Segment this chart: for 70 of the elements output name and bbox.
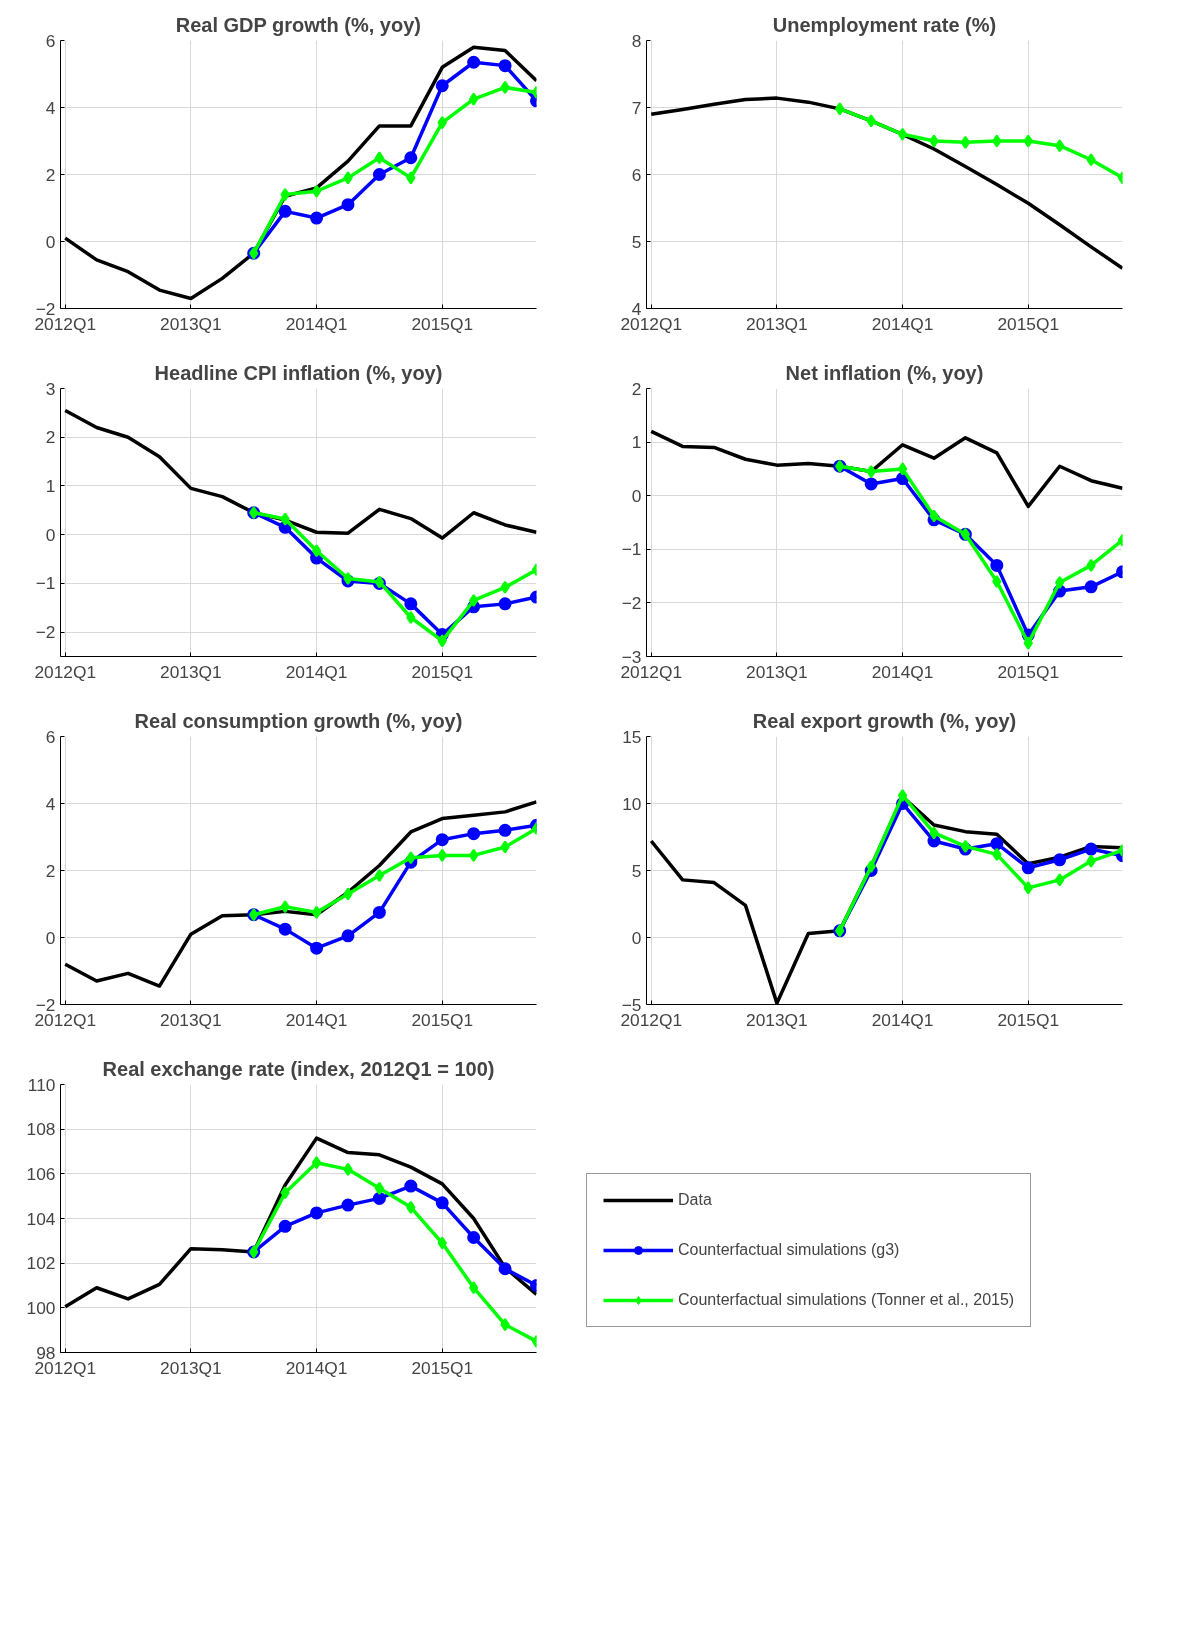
y-tick-label: 110 <box>27 1074 56 1095</box>
y-tick-label: 102 <box>26 1253 56 1274</box>
y-tick-label: 0 <box>631 927 642 948</box>
y-tick-label: −5 <box>621 994 642 1015</box>
legend-label: Counterfactual simulations (g3) <box>678 1241 900 1259</box>
y-tick-label: 6 <box>631 164 642 185</box>
x-tick-label: 2013Q1 <box>746 313 808 334</box>
legend-label: Counterfactual simulations (Tonner et al., 2015) <box>678 1291 1015 1309</box>
x-tick-label: 2013Q1 <box>160 661 222 682</box>
x-tick-label: 2013Q1 <box>160 313 222 334</box>
y-tick-label: 2 <box>45 164 56 185</box>
chart-title: Real exchange rate (index, 2012Q1 = 100) <box>102 1057 495 1080</box>
y-tick-label: 4 <box>45 793 56 814</box>
y-tick-label: 6 <box>45 726 56 747</box>
y-tick-label: 106 <box>26 1163 56 1184</box>
y-tick-label: 0 <box>631 485 642 506</box>
y-tick-label: −2 <box>35 994 56 1015</box>
x-tick-label: 2015Q1 <box>411 1009 474 1030</box>
x-tick-label: 2014Q1 <box>871 313 934 334</box>
chart-title: Net inflation (%, yoy) <box>785 361 984 384</box>
chart-title: Real consumption growth (%, yoy) <box>134 709 463 732</box>
y-tick-label: 5 <box>631 231 642 252</box>
y-tick-label: −2 <box>35 622 56 643</box>
y-tick-label: 0 <box>45 231 56 252</box>
y-tick-label: 0 <box>45 927 56 948</box>
y-tick-label: 1 <box>45 475 56 496</box>
x-tick-label: 2013Q1 <box>160 1009 222 1030</box>
y-tick-label: −3 <box>621 646 642 667</box>
y-tick-label: −2 <box>621 592 642 613</box>
x-tick-label: 2014Q1 <box>871 661 934 682</box>
x-tick-label: 2013Q1 <box>160 1357 222 1378</box>
y-tick-label: 10 <box>622 793 642 814</box>
y-tick-label: 108 <box>26 1119 56 1140</box>
y-tick-label: 2 <box>631 378 642 399</box>
y-tick-label: 2 <box>45 427 56 448</box>
chart-title: Headline CPI inflation (%, yoy) <box>154 361 443 384</box>
y-tick-label: 2 <box>45 860 56 881</box>
chart-title: Real export growth (%, yoy) <box>752 709 1017 732</box>
y-tick-label: 5 <box>631 860 642 881</box>
y-tick-label: 4 <box>45 97 56 118</box>
y-tick-label: 98 <box>36 1342 56 1363</box>
y-tick-label: 104 <box>26 1208 56 1229</box>
x-tick-label: 2015Q1 <box>411 313 474 334</box>
x-tick-label: 2015Q1 <box>997 661 1060 682</box>
y-tick-label: 1 <box>631 432 642 453</box>
x-tick-label: 2013Q1 <box>746 661 808 682</box>
x-tick-label: 2014Q1 <box>285 1009 348 1030</box>
x-tick-label: 2014Q1 <box>285 661 348 682</box>
y-tick-label: 15 <box>622 726 642 747</box>
x-tick-label: 2012Q1 <box>34 661 97 682</box>
y-tick-label: −1 <box>621 539 642 560</box>
x-tick-label: 2014Q1 <box>871 1009 934 1030</box>
chart-title: Unemployment rate (%) <box>772 13 997 36</box>
y-tick-label: 8 <box>631 30 642 51</box>
y-tick-label: 0 <box>45 524 56 545</box>
x-tick-label: 2015Q1 <box>411 1357 474 1378</box>
y-tick-label: −2 <box>35 298 56 319</box>
y-tick-label: 3 <box>45 378 56 399</box>
x-tick-label: 2015Q1 <box>997 1009 1060 1030</box>
x-tick-label: 2014Q1 <box>285 313 348 334</box>
chart-title: Real GDP growth (%, yoy) <box>175 13 421 36</box>
y-tick-label: 100 <box>26 1297 56 1318</box>
y-tick-label: −1 <box>35 573 56 594</box>
legend-label: Data <box>678 1191 712 1209</box>
x-tick-label: 2015Q1 <box>997 313 1060 334</box>
y-tick-label: 6 <box>45 30 56 51</box>
y-tick-label: 7 <box>631 97 642 118</box>
x-tick-label: 2013Q1 <box>746 1009 808 1030</box>
x-tick-label: 2014Q1 <box>285 1357 348 1378</box>
x-tick-label: 2015Q1 <box>411 661 474 682</box>
